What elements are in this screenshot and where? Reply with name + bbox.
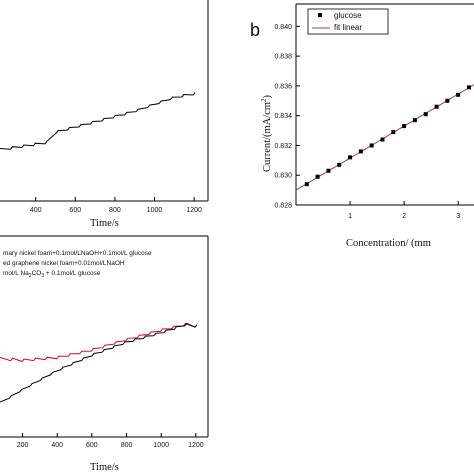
panel-b-x-tick-label: 2 — [402, 213, 406, 220]
panel-c-legend-entry-2: ed graphene nickel foam+0.01mol/LNaOH — [3, 260, 125, 267]
panel-a-x-tick-label: 1000 — [147, 207, 163, 214]
panel-b-legend-fit: fit linear — [334, 23, 362, 32]
panel-b: b 0.828 0.830 0.832 0.834 0.836 0.838 0.840 1 2… — [250, 3, 474, 249]
panel-c-x-label: Time/s — [90, 462, 119, 473]
panel-a-series-line — [0, 92, 196, 150]
panel-b-data-point — [337, 162, 342, 167]
panel-b-legend: glucose fit linear — [307, 8, 389, 35]
panel-c-x-tick-label: 1000 — [153, 442, 169, 449]
panel-c-x-tick-label: 1200 — [188, 442, 204, 449]
panel-b-letter: b — [250, 20, 260, 40]
panel-b-data-point — [456, 92, 461, 97]
panel-a-x-tick-label: 600 — [69, 207, 81, 214]
panel-a-x-tick-label: 400 — [30, 207, 42, 214]
panel-b-fit-line — [295, 84, 474, 191]
panel-c-black-series-line — [0, 322, 198, 403]
panel-b-y-tick-label: 0.834 — [274, 113, 292, 120]
panel-c-legend-entry-3: mol/L Na2CO3 + 0.1mol/L glucose — [3, 270, 101, 279]
panel-b-y-label: Current/(mA/cm2) — [260, 95, 273, 172]
panel-b-legend-marker-glucose — [318, 13, 322, 17]
panel-c-x-tick-label: 200 — [17, 442, 29, 449]
panel-c-x-tick-label: 400 — [51, 442, 63, 449]
panel-b-data-point — [412, 118, 417, 123]
panel-b-legend-glucose: glucose — [334, 11, 362, 20]
panel-b-data-point — [391, 130, 396, 135]
panel-c-red-series-line — [0, 322, 198, 363]
panel-b-data-point — [369, 143, 374, 148]
panel-b-y-tick-label: 0.828 — [274, 203, 292, 210]
panel-b-y-tick-label: 0.836 — [274, 83, 292, 90]
panel-b-data-point — [326, 168, 331, 173]
panel-b-x-tick-label: 3 — [456, 213, 460, 220]
panel-b-data-point — [348, 155, 353, 160]
panel-b-data-point — [315, 174, 320, 179]
panel-a-top: 400 600 800 1000 1200 Time/s — [0, 0, 209, 229]
panel-a-x-tick-label: 800 — [109, 207, 121, 214]
panel-b-data-point — [380, 137, 385, 142]
panel-b-data-point — [402, 124, 407, 129]
panel-b-y-tick-label: 0.830 — [274, 173, 292, 180]
panel-c-x-tick-label: 800 — [121, 442, 133, 449]
panel-b-data-point — [304, 182, 309, 187]
panel-c-legend-entry-1: mary nickel foam+0.1mol/LNaOH+0.1mol/L g… — [3, 250, 152, 257]
panel-b-y-tick-label: 0.838 — [274, 54, 292, 61]
panel-c-x-tick-label: 600 — [86, 442, 98, 449]
panel-b-data-point — [445, 98, 450, 103]
panel-b-data-point — [434, 104, 439, 109]
panel-a-x-tick-label: 1200 — [186, 207, 202, 214]
panel-b-x-tick-label: 1 — [348, 213, 352, 220]
panel-b-data-point — [423, 112, 428, 117]
panel-b-y-tick-label: 0.832 — [274, 143, 292, 150]
panel-b-data-point — [466, 85, 471, 90]
panel-c-legend: mary nickel foam+0.1mol/LNaOH+0.1mol/L g… — [3, 250, 152, 279]
panel-a-x-label: Time/s — [90, 218, 119, 229]
panel-b-x-label: Concentration/ (mm — [346, 238, 431, 249]
panel-b-data-point — [358, 149, 363, 154]
panel-b-y-tick-label: 0.840 — [274, 24, 292, 31]
panel-a-bottom: 200 400 600 800 1000 1200 mary nickel foam+0.… — [0, 235, 209, 473]
